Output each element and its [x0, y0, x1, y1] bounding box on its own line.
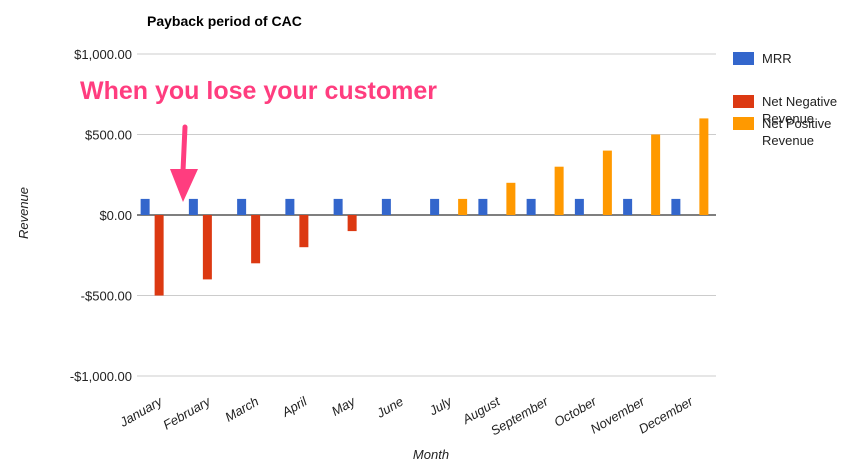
chart-title: Payback period of CAC	[147, 13, 302, 29]
bar-net-negative-revenue-february[interactable]	[202, 215, 212, 280]
bar-mrr-august[interactable]	[478, 198, 488, 215]
legend-swatch-net-positive-revenue[interactable]	[733, 117, 754, 130]
legend-swatch-net-negative-revenue[interactable]	[733, 95, 754, 108]
axes: $1,000.00 $500.00 $0.00 -$500.00 -$1,000.00 J…	[70, 47, 696, 438]
bar-net-positive-revenue-july[interactable]	[458, 198, 468, 215]
y-tick-label: $500.00	[85, 128, 132, 143]
x-tick-label: May	[329, 393, 359, 419]
y-tick-label: -$1,000.00	[70, 369, 132, 384]
x-tick-label: December	[636, 393, 696, 436]
bar-net-negative-revenue-january[interactable]	[154, 215, 164, 296]
bar-mrr-june[interactable]	[381, 198, 391, 215]
bars	[140, 118, 709, 296]
bar-mrr-july[interactable]	[430, 198, 440, 215]
bar-mrr-march[interactable]	[237, 198, 247, 215]
x-tick-label: March	[222, 394, 261, 425]
legend-label[interactable]: Net Positive	[762, 116, 831, 131]
bar-mrr-january[interactable]	[140, 198, 150, 215]
bar-net-positive-revenue-september[interactable]	[554, 166, 564, 215]
gridlines	[137, 53, 716, 377]
x-axis-label: Month	[413, 447, 449, 462]
legend-label[interactable]: Revenue	[762, 133, 814, 148]
y-tick-label: $1,000.00	[74, 47, 132, 62]
y-tick-label: -$500.00	[81, 289, 132, 304]
bar-mrr-april[interactable]	[285, 198, 295, 215]
x-tick-label: July	[426, 393, 456, 419]
bar-mrr-september[interactable]	[526, 198, 536, 215]
bar-net-positive-revenue-december[interactable]	[699, 118, 709, 215]
legend-label[interactable]: MRR	[762, 51, 792, 66]
annotation-text: When you lose your customer	[80, 77, 437, 105]
bar-net-positive-revenue-november[interactable]	[651, 134, 661, 216]
bar-mrr-october[interactable]	[574, 198, 584, 215]
bar-net-positive-revenue-august[interactable]	[506, 182, 516, 215]
x-tick-label: June	[373, 394, 406, 422]
bar-mrr-february[interactable]	[188, 198, 198, 215]
bar-mrr-november[interactable]	[623, 198, 633, 215]
x-tick-label: January	[116, 393, 166, 430]
legend-label[interactable]: Revenue	[762, 111, 814, 126]
y-tick-label: $0.00	[99, 208, 132, 223]
x-tick-label: February	[160, 393, 214, 433]
bar-net-negative-revenue-april[interactable]	[299, 215, 309, 248]
bar-net-positive-revenue-october[interactable]	[602, 150, 612, 215]
bar-mrr-december[interactable]	[671, 198, 681, 215]
x-tick-label: April	[278, 393, 310, 420]
legend-label[interactable]: Net Negative	[762, 94, 837, 109]
legend-swatch-mrr[interactable]	[733, 52, 754, 65]
bar-mrr-may[interactable]	[333, 198, 343, 215]
bar-net-negative-revenue-march[interactable]	[251, 215, 261, 264]
annotation-arrow	[170, 124, 198, 202]
y-axis-label: Revenue	[16, 187, 31, 239]
bar-net-negative-revenue-may[interactable]	[347, 215, 357, 232]
